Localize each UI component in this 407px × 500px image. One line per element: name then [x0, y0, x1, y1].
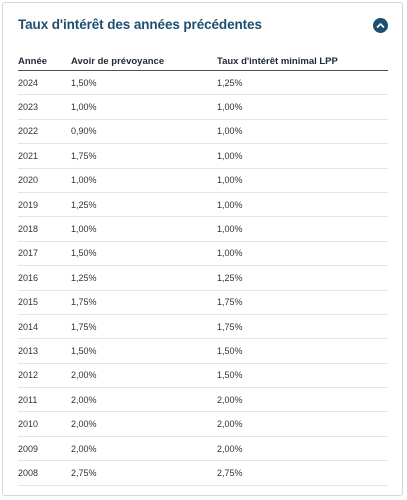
- panel-header[interactable]: Taux d'intérêt des années précédentes: [3, 3, 402, 45]
- interest-rates-table: Année Avoir de prévoyance Taux d'intérêt…: [18, 52, 388, 486]
- cell-year: 2015: [18, 290, 71, 315]
- cell-minimum-lpp-rate: 1,25%: [217, 70, 388, 96]
- cell-minimum-lpp-rate: 1,75%: [217, 290, 388, 315]
- interest-rates-panel: Taux d'intérêt des années précédentes An…: [2, 2, 403, 496]
- cell-year: 2023: [18, 94, 71, 120]
- cell-minimum-lpp-rate: 2,75%: [217, 460, 388, 486]
- table-row: 2022 0,90% 1,00%: [18, 119, 388, 145]
- cell-year: 2009: [18, 436, 71, 462]
- cell-retirement-savings: 2,00%: [71, 436, 217, 462]
- cell-year: 2020: [18, 168, 71, 193]
- cell-minimum-lpp-rate: 1,00%: [217, 143, 388, 169]
- cell-year: 2014: [18, 314, 71, 340]
- cell-year: 2013: [18, 338, 71, 364]
- cell-retirement-savings: 1,00%: [71, 216, 217, 242]
- cell-year: 2011: [18, 387, 71, 413]
- column-header-retirement-savings: Avoir de prévoyance: [71, 52, 217, 71]
- cell-year: 2017: [18, 241, 71, 267]
- cell-minimum-lpp-rate: 1,00%: [217, 241, 388, 267]
- panel-title: Taux d'intérêt des années précédentes: [18, 17, 262, 32]
- cell-retirement-savings: 1,75%: [71, 314, 217, 340]
- cell-minimum-lpp-rate: 1,75%: [217, 314, 388, 340]
- table-body: 2024 1,50% 1,25% 2023 1,00% 1,00% 2022 0,90% 1,0…: [18, 70, 388, 486]
- column-header-year: Année: [18, 52, 71, 71]
- collapse-toggle-button[interactable]: [373, 18, 388, 33]
- cell-minimum-lpp-rate: 1,00%: [217, 192, 388, 218]
- cell-year: 2022: [18, 119, 71, 145]
- cell-retirement-savings: 1,75%: [71, 290, 217, 315]
- table-row: 2010 2,00% 2,00%: [18, 411, 388, 437]
- cell-year: 2016: [18, 265, 71, 291]
- cell-retirement-savings: 1,50%: [71, 70, 217, 96]
- table-row: 2024 1,50% 1,25%: [18, 70, 388, 96]
- table-row: 2016 1,25% 1,25%: [18, 265, 388, 291]
- cell-year: 2018: [18, 216, 71, 242]
- cell-year: 2021: [18, 143, 71, 169]
- cell-year: 2019: [18, 192, 71, 218]
- cell-minimum-lpp-rate: 1,00%: [217, 119, 388, 145]
- cell-year: 2008: [18, 460, 71, 486]
- cell-retirement-savings: 1,50%: [71, 241, 217, 267]
- table-row: 2020 1,00% 1,00%: [18, 168, 388, 193]
- column-header-minimum-lpp-rate: Taux d'intérêt minimal LPP: [217, 52, 388, 71]
- cell-minimum-lpp-rate: 1,50%: [217, 363, 388, 389]
- table-row: 2018 1,00% 1,00%: [18, 216, 388, 242]
- cell-minimum-lpp-rate: 2,00%: [217, 436, 388, 462]
- cell-retirement-savings: 0,90%: [71, 119, 217, 145]
- cell-retirement-savings: 1,25%: [71, 192, 217, 218]
- cell-year: 2010: [18, 411, 71, 437]
- cell-retirement-savings: 2,75%: [71, 460, 217, 486]
- table-header-row: Année Avoir de prévoyance Taux d'intérêt…: [18, 52, 388, 71]
- table-row: 2013 1,50% 1,50%: [18, 338, 388, 364]
- cell-minimum-lpp-rate: 1,00%: [217, 94, 388, 120]
- cell-retirement-savings: 2,00%: [71, 363, 217, 389]
- cell-retirement-savings: 1,00%: [71, 94, 217, 120]
- cell-retirement-savings: 1,25%: [71, 265, 217, 291]
- cell-minimum-lpp-rate: 2,00%: [217, 411, 388, 437]
- cell-year: 2012: [18, 363, 71, 389]
- table-row: 2008 2,75% 2,75%: [18, 460, 388, 486]
- table-row: 2021 1,75% 1,00%: [18, 143, 388, 169]
- chevron-up-icon: [376, 23, 385, 28]
- cell-retirement-savings: 1,50%: [71, 338, 217, 364]
- cell-year: 2024: [18, 70, 71, 96]
- table-row: 2019 1,25% 1,00%: [18, 192, 388, 218]
- cell-retirement-savings: 2,00%: [71, 411, 217, 437]
- cell-retirement-savings: 1,75%: [71, 143, 217, 169]
- cell-retirement-savings: 1,00%: [71, 168, 217, 193]
- cell-minimum-lpp-rate: 1,25%: [217, 265, 388, 291]
- table-row: 2017 1,50% 1,00%: [18, 241, 388, 267]
- table-row: 2012 2,00% 1,50%: [18, 363, 388, 389]
- table-row: 2023 1,00% 1,00%: [18, 94, 388, 120]
- table-row: 2011 2,00% 2,00%: [18, 387, 388, 413]
- cell-minimum-lpp-rate: 1,50%: [217, 338, 388, 364]
- table-row: 2009 2,00% 2,00%: [18, 436, 388, 462]
- table-row: 2015 1,75% 1,75%: [18, 290, 388, 315]
- cell-minimum-lpp-rate: 1,00%: [217, 216, 388, 242]
- table-row: 2014 1,75% 1,75%: [18, 314, 388, 340]
- cell-retirement-savings: 2,00%: [71, 387, 217, 413]
- cell-minimum-lpp-rate: 2,00%: [217, 387, 388, 413]
- cell-minimum-lpp-rate: 1,00%: [217, 168, 388, 193]
